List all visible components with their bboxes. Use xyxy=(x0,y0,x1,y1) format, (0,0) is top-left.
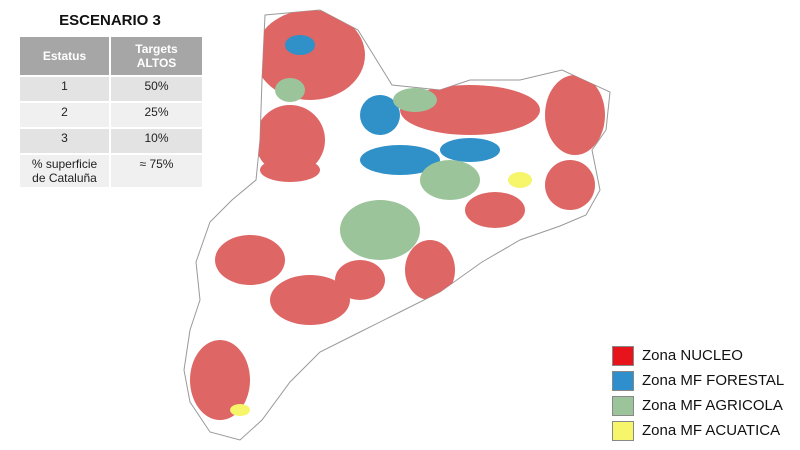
legend-item: Zona MF AGRICOLA xyxy=(612,393,784,418)
legend: Zona NUCLEO Zona MF FORESTAL Zona MF AGRIC… xyxy=(612,343,784,443)
legend-label: Zona MF ACUATICA xyxy=(642,422,781,439)
legend-swatch xyxy=(612,345,634,366)
table-cell: ≈ 75% xyxy=(111,155,202,187)
zone-patch xyxy=(340,200,420,260)
zone-patch xyxy=(393,88,437,112)
zone-patch xyxy=(270,275,350,325)
zone-patch xyxy=(285,35,315,55)
header-row: Estatus Targets ALTOS xyxy=(20,37,202,75)
table-row: 3 10% xyxy=(20,129,202,153)
legend-item: Zona NUCLEO xyxy=(612,343,784,368)
zone-patch xyxy=(335,260,385,300)
zone-patch xyxy=(190,340,250,420)
table-row: 1 50% xyxy=(20,77,202,101)
table-row: % superficie de Cataluña ≈ 75% xyxy=(20,155,202,187)
legend-swatch xyxy=(612,370,634,391)
table-cell: 25% xyxy=(111,103,202,127)
zone-patch xyxy=(230,404,250,416)
legend-swatch xyxy=(612,395,634,416)
zone-patch xyxy=(508,172,532,188)
legend-swatch xyxy=(612,420,634,441)
zone-patch xyxy=(420,160,480,200)
table-row: 2 25% xyxy=(20,103,202,127)
table-cell: 10% xyxy=(111,129,202,153)
zone-patch xyxy=(260,158,320,182)
zone-patch xyxy=(465,192,525,228)
table-cell: % superficie de Cataluña xyxy=(20,155,111,187)
zone-patch xyxy=(360,145,440,175)
zones xyxy=(190,10,605,420)
table-cell: 50% xyxy=(111,77,202,101)
legend-item: Zona MF ACUATICA xyxy=(612,418,784,443)
zone-patch xyxy=(545,75,605,155)
legend-label: Zona MF FORESTAL xyxy=(642,372,785,389)
header-cell: Targets ALTOS xyxy=(111,37,202,75)
zone-patch xyxy=(360,95,400,135)
table-cell: 2 xyxy=(20,103,111,127)
zone-patch xyxy=(275,78,305,102)
table-cell: 3 xyxy=(20,129,111,153)
zone-patch xyxy=(255,105,325,175)
title: ESCENARIO 3 xyxy=(59,12,161,29)
legend-item: Zona MF FORESTAL xyxy=(612,368,784,393)
zone-patch xyxy=(255,10,365,100)
table-cell: 1 xyxy=(20,77,111,101)
zone-patch xyxy=(440,138,500,162)
legend-label: Zona NUCLEO xyxy=(642,347,743,364)
zone-patch xyxy=(405,240,455,300)
legend-label: Zona MF AGRICOLA xyxy=(642,397,783,414)
header-cell: Estatus xyxy=(20,37,111,75)
scenario-table: Estatus Targets ALTOS 1 50% 2 25% 3 10%% supe… xyxy=(20,35,202,189)
zone-patch xyxy=(545,160,595,210)
zone-patch xyxy=(215,235,285,285)
